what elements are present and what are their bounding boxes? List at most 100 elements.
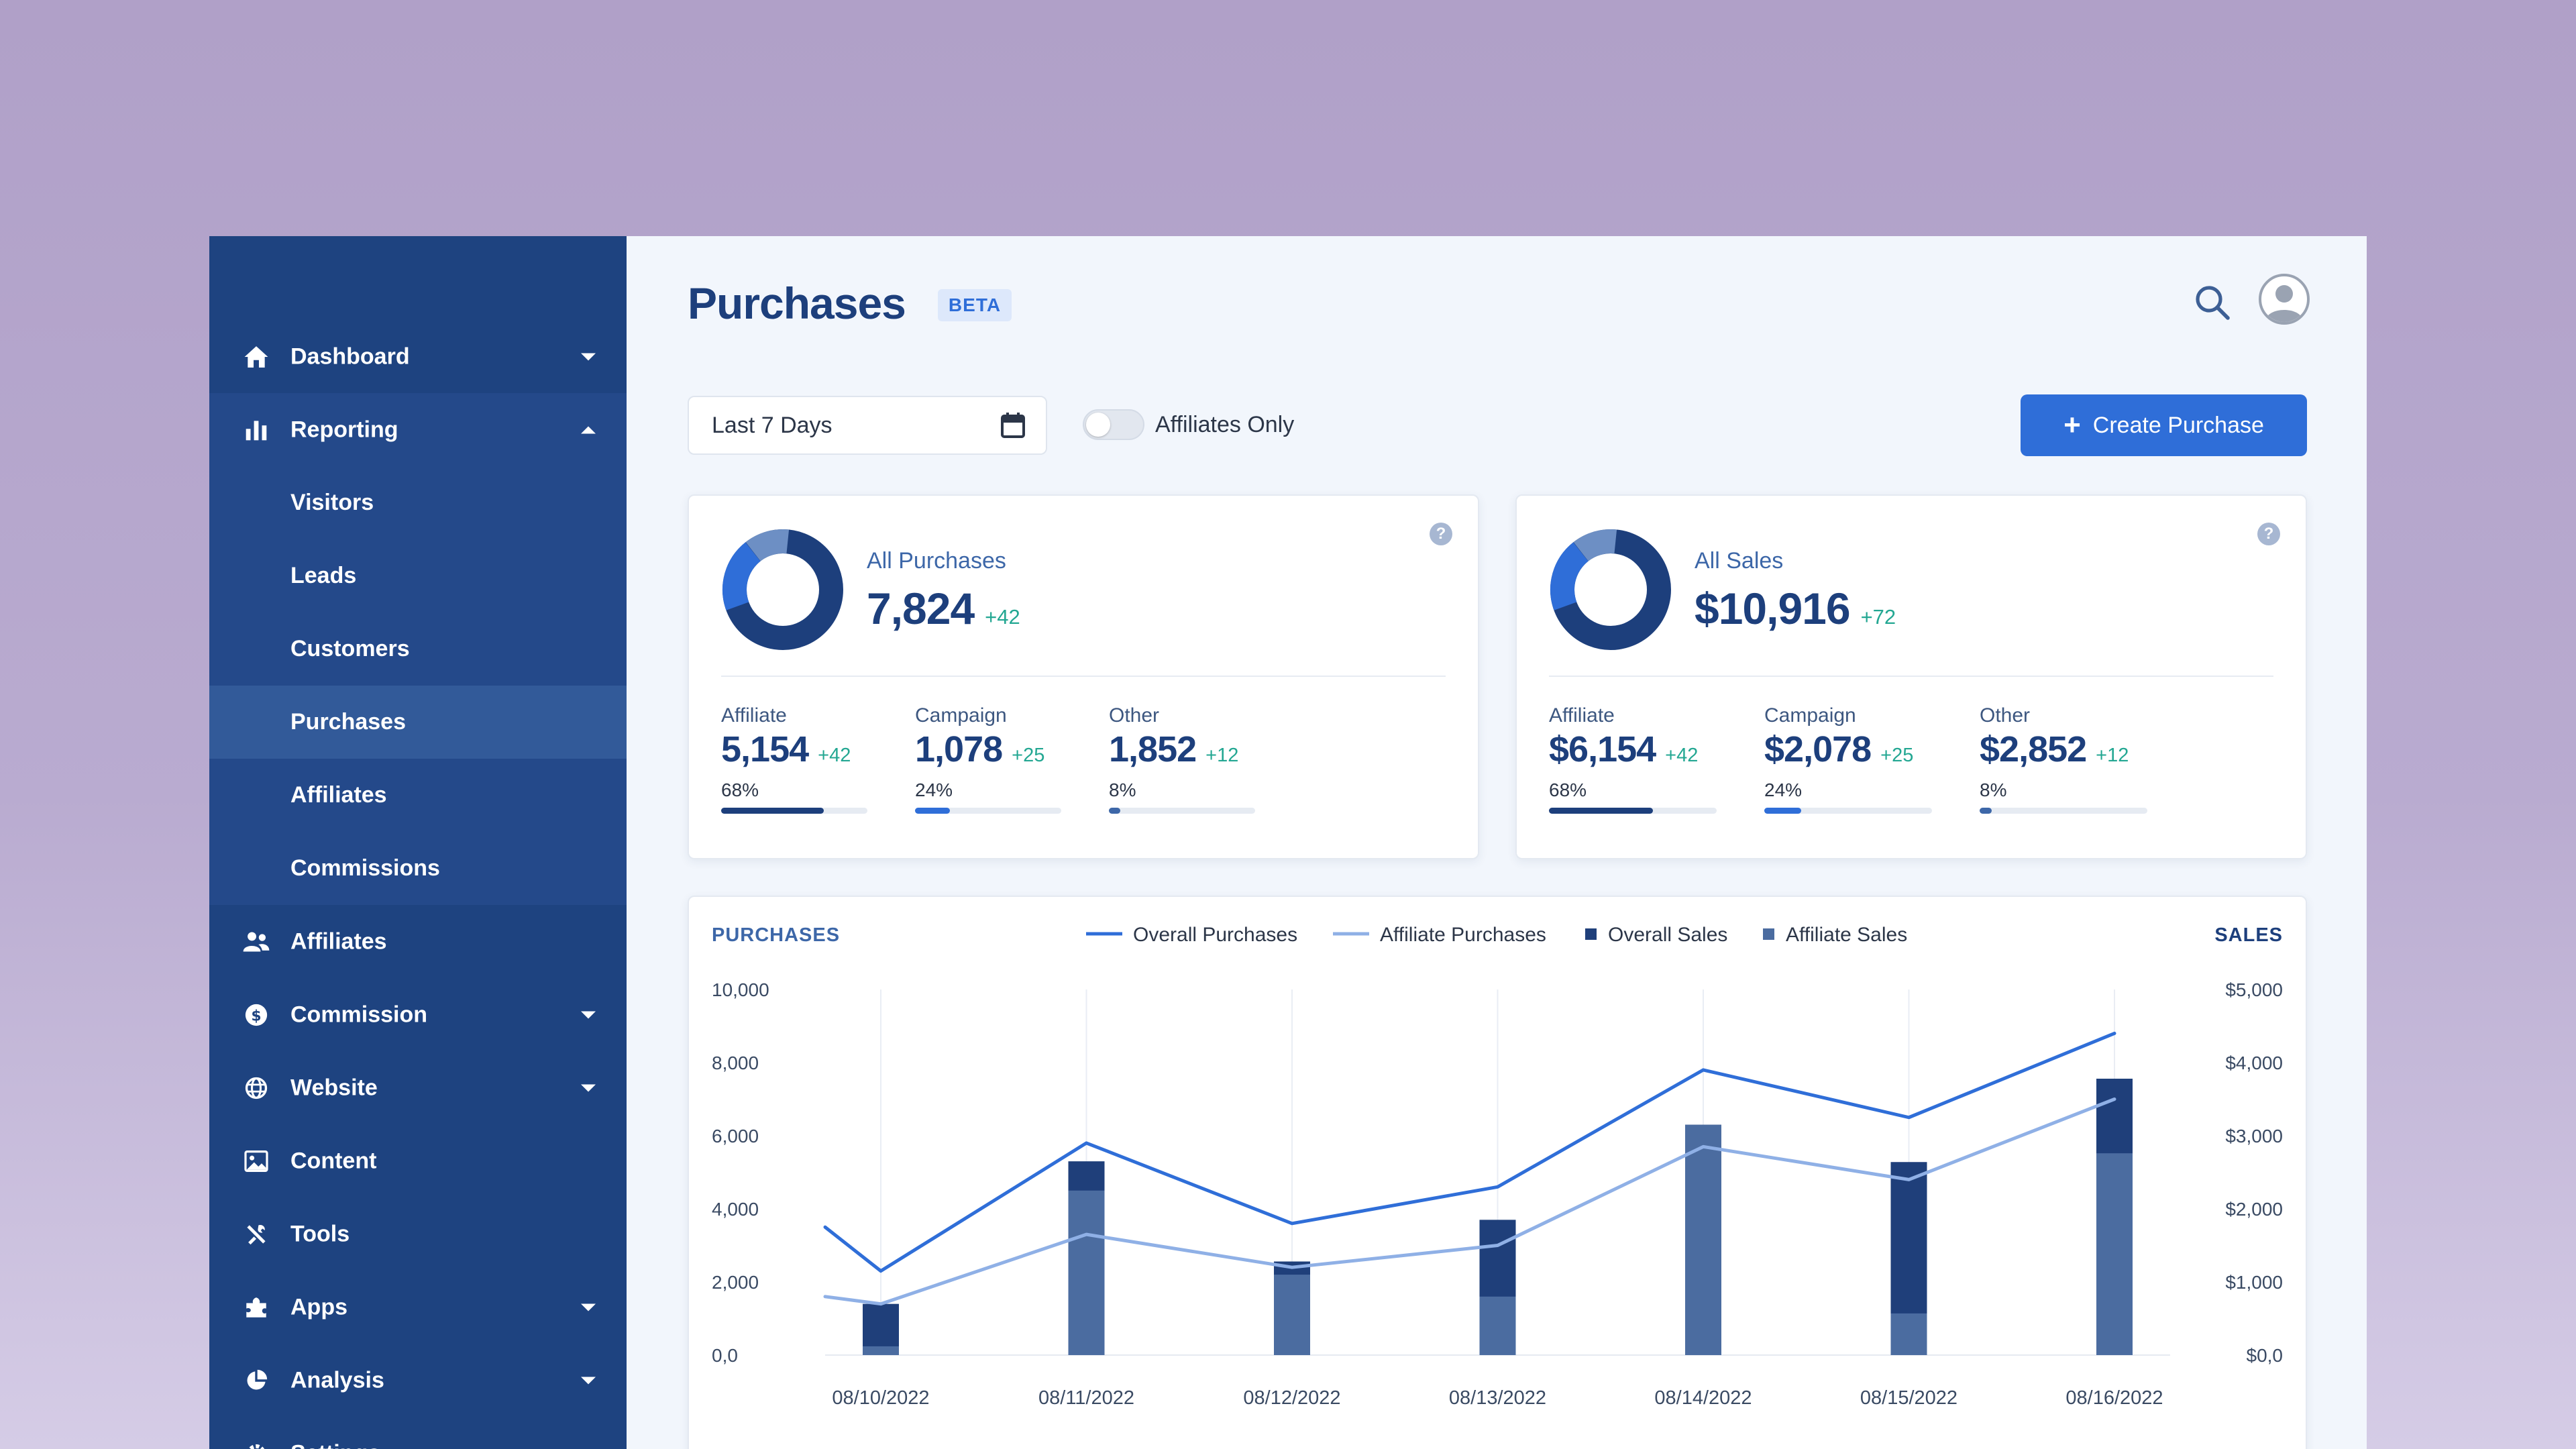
- sidebar-item-website[interactable]: Website: [209, 1051, 627, 1124]
- stat-progress-track: [721, 808, 867, 814]
- left-axis-tick-label: 10,000: [712, 979, 769, 1000]
- sidebar-subitem-visitors[interactable]: Visitors: [209, 466, 627, 539]
- sidebar-item-label: Commission: [290, 1002, 428, 1027]
- svg-text:$: $: [251, 1007, 261, 1024]
- legend-label: Overall Sales: [1608, 924, 1727, 946]
- stat-value-number: $2,852: [1980, 729, 2087, 769]
- avatar[interactable]: [2259, 274, 2310, 325]
- card-label: All Sales: [1695, 548, 1784, 574]
- right-axis-title: SALES: [2214, 924, 2283, 946]
- right-axis-tick-label: $3,000: [2225, 1126, 2283, 1146]
- sidebar-item-commission[interactable]: $ Commission: [209, 978, 627, 1051]
- bar-affiliate-sales: [863, 1346, 899, 1355]
- bar-affiliate-sales: [1479, 1296, 1516, 1355]
- sidebar-item-label: Analysis: [290, 1367, 384, 1393]
- help-icon[interactable]: ?: [1430, 523, 1452, 545]
- sidebar-subitem-leads[interactable]: Leads: [209, 539, 627, 612]
- pie-chart-icon: [242, 1366, 270, 1395]
- sidebar-subitem-customers[interactable]: Customers: [209, 612, 627, 686]
- sidebar-subitem-purchases[interactable]: Purchases: [209, 686, 627, 759]
- stat-delta: +42: [1665, 745, 1699, 766]
- search-button[interactable]: [2192, 282, 2235, 325]
- stat-label: Campaign: [915, 704, 1007, 727]
- card-value: $10,916 +72: [1695, 583, 1896, 634]
- sidebar-item-label: Purchases: [290, 709, 406, 735]
- stat-other: Other 1,852 +12 8%: [1109, 704, 1255, 814]
- right-axis-tick-label: $4,000: [2225, 1053, 2283, 1073]
- purchases-sales-chart: PURCHASES SALES Overall Purchases Affiliate…: [712, 924, 2283, 1409]
- gear-icon: [242, 1440, 270, 1449]
- sidebar-item-label: Commissions: [290, 855, 440, 881]
- sidebar-item-label: Affiliates: [290, 782, 387, 808]
- chevron-up-icon: [581, 426, 596, 433]
- sidebar-item-label: Reporting: [290, 417, 398, 442]
- purchases-sales-chart-card: PURCHASES SALES Overall Purchases Affiliate…: [688, 896, 2307, 1449]
- stat-progress-fill: [1980, 808, 1992, 814]
- stat-value: 5,154 +42: [721, 728, 867, 777]
- purchases-donut-chart: [722, 529, 843, 650]
- sidebar-item-label: Tools: [290, 1221, 350, 1246]
- sidebar-item-settings[interactable]: Settings: [209, 1417, 627, 1449]
- sidebar-item-label: Dashboard: [290, 343, 410, 369]
- stat-percent: 68%: [721, 780, 759, 800]
- bar-affiliate-sales: [1274, 1275, 1310, 1355]
- stat-affiliate: Affiliate $6,154 +42 68%: [1549, 704, 1717, 814]
- stat-percent: 24%: [1764, 780, 1803, 800]
- calendar-icon: [1000, 412, 1026, 439]
- sidebar-subitem-affiliates[interactable]: Affiliates: [209, 759, 627, 832]
- bar-affiliate-sales: [1068, 1190, 1105, 1355]
- dollar-icon: $: [242, 1001, 270, 1029]
- stat-value: 1,852 +12: [1109, 728, 1255, 777]
- sidebar-item-tools[interactable]: Tools: [209, 1197, 627, 1271]
- x-axis-tick-label: 08/11/2022: [1038, 1387, 1134, 1409]
- affiliates-only-toggle[interactable]: [1083, 409, 1144, 440]
- stat-delta: +25: [1012, 745, 1045, 766]
- card-value-number: $10,916: [1695, 584, 1851, 633]
- left-axis-tick-label: 0,0: [712, 1345, 738, 1366]
- sidebar-item-reporting[interactable]: Reporting: [209, 393, 627, 466]
- x-axis-tick-label: 08/10/2022: [832, 1387, 929, 1409]
- stat-percent: 68%: [1549, 780, 1587, 800]
- legend-square-swatch: [1763, 928, 1774, 940]
- sidebar-subitem-commissions[interactable]: Commissions: [209, 832, 627, 905]
- stat-value: $2,078 +25: [1764, 728, 1932, 777]
- card-divider: [721, 676, 1446, 677]
- donut-segment-campaign: [722, 529, 843, 650]
- affiliates-only-label: Affiliates Only: [1155, 412, 1295, 437]
- sidebar-item-dashboard[interactable]: Dashboard: [209, 320, 627, 393]
- stat-delta: +12: [2096, 745, 2129, 766]
- left-axis-tick-label: 4,000: [712, 1199, 759, 1220]
- purchases-summary-card: All Purchases 7,824 +42 ? Affiliate 5,154…: [688, 494, 1479, 859]
- users-icon: [242, 928, 270, 956]
- stat-label: Campaign: [1764, 704, 1856, 727]
- sidebar-item-content[interactable]: Content: [209, 1124, 627, 1197]
- stat-value: 1,078 +25: [915, 728, 1061, 777]
- card-label: All Purchases: [867, 548, 1006, 574]
- card-divider: [1549, 676, 2273, 677]
- stat-affiliate: Affiliate 5,154 +42 68%: [721, 704, 867, 814]
- stat-campaign: Campaign $2,078 +25 24%: [1764, 704, 1932, 814]
- sidebar-item-analysis[interactable]: Analysis: [209, 1344, 627, 1417]
- sidebar-item-affiliates[interactable]: Affiliates: [209, 905, 627, 978]
- x-axis-tick-label: 08/13/2022: [1449, 1387, 1546, 1409]
- sidebar-item-apps[interactable]: Apps: [209, 1271, 627, 1344]
- stat-value: $2,852 +12: [1980, 728, 2147, 777]
- help-icon[interactable]: ?: [2257, 523, 2280, 545]
- app-window: Dashboard Reporting Visitors Leads Custo…: [209, 236, 2367, 1449]
- chevron-down-icon: [581, 353, 596, 360]
- sidebar-item-label: Website: [290, 1075, 378, 1100]
- left-axis-title: PURCHASES: [712, 924, 840, 946]
- create-purchase-button[interactable]: + Create Purchase: [2021, 394, 2307, 456]
- stat-value-number: $2,078: [1764, 729, 1872, 769]
- x-axis-tick-label: 08/14/2022: [1654, 1387, 1752, 1409]
- stat-value-number: 5,154: [721, 729, 809, 769]
- plus-icon: +: [2063, 409, 2081, 441]
- x-axis-tick-label: 08/15/2022: [1860, 1387, 1957, 1409]
- date-range-select[interactable]: Last 7 Days: [688, 396, 1047, 455]
- x-axis-tick-label: 08/12/2022: [1243, 1387, 1340, 1409]
- stat-progress-track: [1764, 808, 1932, 814]
- stat-progress-fill: [1109, 808, 1121, 814]
- line-affiliate-purchases: [823, 1097, 2116, 1306]
- sidebar-item-label: Affiliates: [290, 928, 387, 954]
- sidebar-item-label: Visitors: [290, 490, 374, 515]
